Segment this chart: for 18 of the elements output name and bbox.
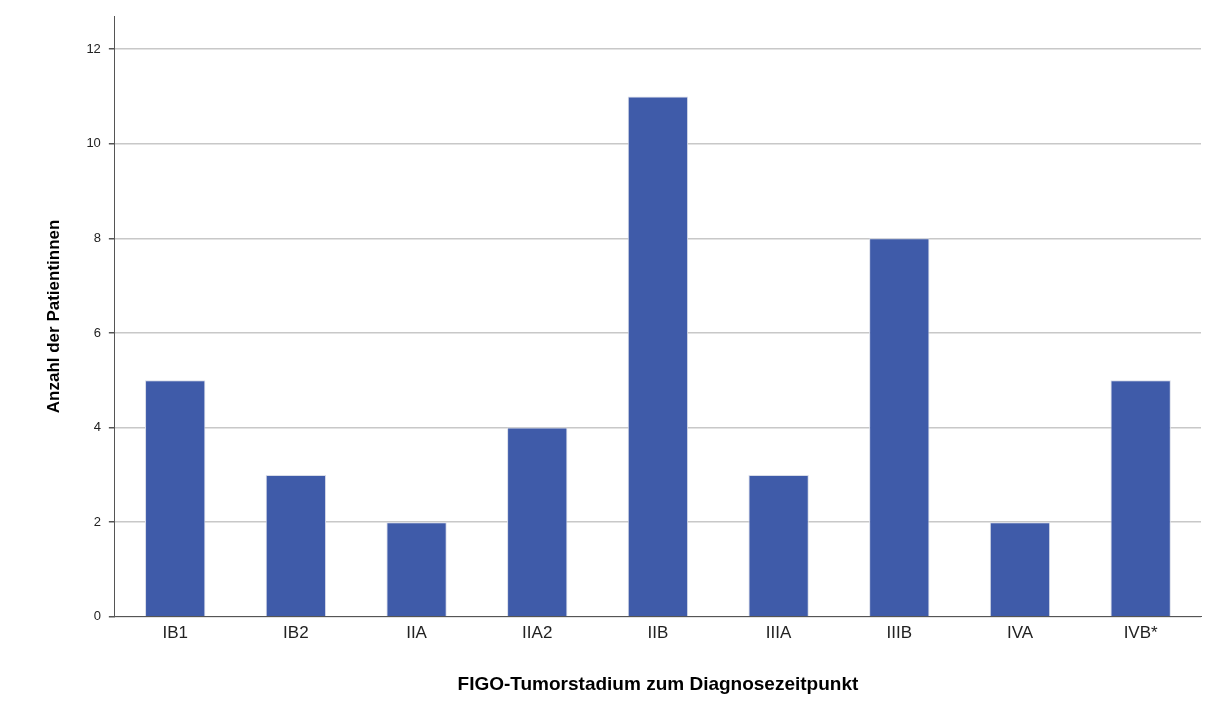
x-tick-label: IB2	[283, 622, 309, 642]
x-tick-label: IIIA	[765, 622, 793, 642]
x-tick-label: IB1	[162, 622, 188, 642]
y-tick-label: 4	[93, 419, 101, 435]
y-tick-label: 10	[86, 135, 101, 151]
y-tick-label: 2	[93, 513, 101, 529]
x-tick-label: IIA2	[522, 622, 553, 642]
y-tick-label: 0	[93, 608, 101, 624]
x-tick-label: IIA	[406, 622, 428, 642]
x-tick-label: IVA	[1006, 622, 1034, 642]
x-tick-label: IIIB	[886, 622, 913, 642]
y-tick-label: 6	[93, 324, 101, 340]
x-tick-label: IVB*	[1123, 622, 1159, 642]
y-axis-title: Anzahl der Patientinnen	[43, 219, 63, 414]
x-axis-title: FIGO-Tumorstadium zum Diagnosezeitpunkt	[457, 672, 859, 694]
y-tick-label: 8	[93, 229, 101, 245]
x-tick-label: IIB	[647, 622, 669, 642]
y-tick-label: 12	[86, 40, 101, 56]
